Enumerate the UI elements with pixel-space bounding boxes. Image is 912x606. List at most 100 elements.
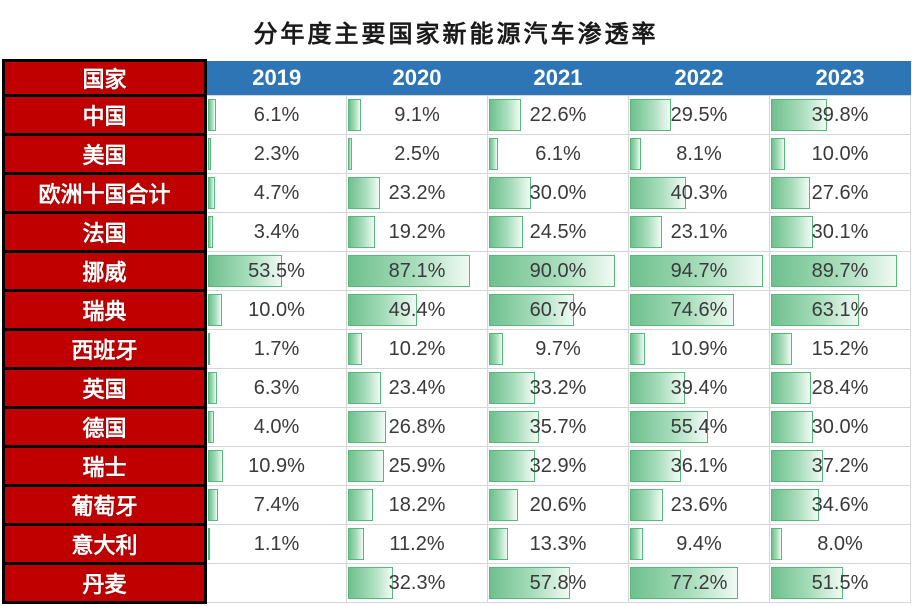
year-header-2023: 2023	[769, 60, 911, 96]
value-cell: 34.6%	[769, 485, 911, 525]
data-bar	[348, 411, 386, 443]
data-bar	[771, 99, 827, 131]
table-row: 葡萄牙 7.4% 18.2% 20.6% 23.6% 34.6%	[2, 484, 911, 526]
table-row: 法国 3.4% 19.2% 24.5% 23.1% 30.1%	[2, 211, 911, 253]
value-cell: 8.1%	[628, 134, 770, 174]
data-bar	[630, 333, 646, 365]
value-label: 10.9%	[248, 454, 305, 477]
value-label: 29.5%	[670, 103, 728, 126]
value-cell: 4.0%	[205, 407, 347, 447]
value-label: 32.3%	[388, 571, 446, 594]
value-label: 24.5%	[529, 220, 587, 243]
value-label: 87.1%	[388, 259, 446, 282]
data-bar	[630, 99, 672, 131]
value-cell: 23.1%	[628, 212, 770, 252]
value-cell: 10.2%	[346, 329, 488, 369]
data-bar	[348, 567, 394, 599]
value-label: 10.0%	[248, 298, 305, 321]
value-label: 22.6%	[529, 103, 587, 126]
data-bar	[630, 450, 681, 482]
value-label: 74.6%	[670, 298, 728, 321]
value-cell: 9.1%	[346, 95, 488, 135]
value-label: 28.4%	[811, 376, 869, 399]
value-cell: 2.5%	[346, 134, 488, 174]
data-bar	[489, 294, 574, 326]
value-cell: 35.7%	[487, 407, 629, 447]
data-bar	[771, 255, 897, 287]
value-label: 9.4%	[676, 532, 722, 555]
value-cell: 27.6%	[769, 173, 911, 213]
data-bar	[771, 216, 814, 248]
value-cell: 10.0%	[205, 290, 347, 330]
value-cell: 11.2%	[346, 524, 488, 564]
data-bar	[630, 372, 686, 404]
data-bar	[208, 294, 222, 326]
data-bar	[489, 567, 570, 599]
value-cell: 30.0%	[487, 173, 629, 213]
data-bar	[630, 528, 644, 560]
value-label: 49.4%	[388, 298, 446, 321]
value-cell: 13.3%	[487, 524, 629, 564]
value-label: 26.8%	[388, 415, 446, 438]
data-bar	[630, 411, 708, 443]
table-row: 英国 6.3% 23.4% 33.2% 39.4% 28.4%	[2, 367, 911, 409]
country-cell: 欧洲十国合计	[2, 172, 207, 214]
value-label: 57.8%	[529, 571, 587, 594]
year-header-2022: 2022	[628, 60, 770, 96]
chart-title: 分年度主要国家新能源汽车渗透率	[253, 19, 659, 48]
value-label: 94.7%	[670, 259, 728, 282]
value-cell: 23.2%	[346, 173, 488, 213]
data-bar	[208, 177, 215, 209]
year-header-2020: 2020	[346, 60, 488, 96]
country-cell: 挪威	[2, 250, 207, 292]
value-label: 32.9%	[529, 454, 587, 477]
data-bar	[771, 567, 844, 599]
value-label: 1.7%	[253, 337, 300, 360]
value-label: 23.2%	[388, 181, 446, 204]
value-label: 19.2%	[388, 220, 446, 243]
value-cell: 30.0%	[769, 407, 911, 447]
value-label: 25.9%	[388, 454, 446, 477]
value-label: 8.0%	[817, 532, 863, 555]
data-bar	[208, 255, 283, 287]
value-cell: 2.3%	[205, 134, 347, 174]
value-cell: 51.5%	[769, 563, 911, 603]
data-bar	[489, 255, 615, 287]
value-cell: 1.7%	[205, 329, 347, 369]
value-label: 63.1%	[811, 298, 869, 321]
value-label: 10.9%	[670, 337, 728, 360]
data-bar	[489, 411, 539, 443]
value-label: 2.3%	[253, 142, 300, 165]
data-bar	[771, 177, 810, 209]
data-bar	[771, 450, 824, 482]
data-bar	[348, 489, 374, 521]
table-row: 德国 4.0% 26.8% 35.7% 55.4% 30.0%	[2, 406, 911, 448]
value-cell: 77.2%	[628, 563, 770, 603]
value-label: 53.5%	[248, 259, 305, 282]
value-cell: 32.3%	[346, 563, 488, 603]
data-bar	[348, 294, 418, 326]
value-label: 33.2%	[529, 376, 587, 399]
value-label: 4.7%	[253, 181, 300, 204]
value-label: 51.5%	[811, 571, 869, 594]
table-row: 瑞士 10.9% 25.9% 32.9% 36.1% 37.2%	[2, 445, 911, 487]
value-cell: 20.6%	[487, 485, 629, 525]
value-label: 23.6%	[670, 493, 728, 516]
value-label: 18.2%	[388, 493, 446, 516]
country-cell: 中国	[2, 94, 207, 136]
value-label: 89.7%	[811, 259, 869, 282]
value-cell: 1.1%	[205, 524, 347, 564]
data-bar	[771, 333, 793, 365]
value-label: 15.2%	[811, 337, 869, 360]
value-cell: 6.1%	[487, 134, 629, 174]
data-bar	[489, 333, 503, 365]
value-label: 4.0%	[253, 415, 300, 438]
data-bar	[771, 294, 860, 326]
data-bar	[208, 450, 224, 482]
value-cell: 18.2%	[346, 485, 488, 525]
value-label: 77.2%	[670, 571, 728, 594]
country-cell: 美国	[2, 133, 207, 175]
value-cell: 55.4%	[628, 407, 770, 447]
data-bar	[348, 99, 361, 131]
value-label: 2.5%	[394, 142, 440, 165]
